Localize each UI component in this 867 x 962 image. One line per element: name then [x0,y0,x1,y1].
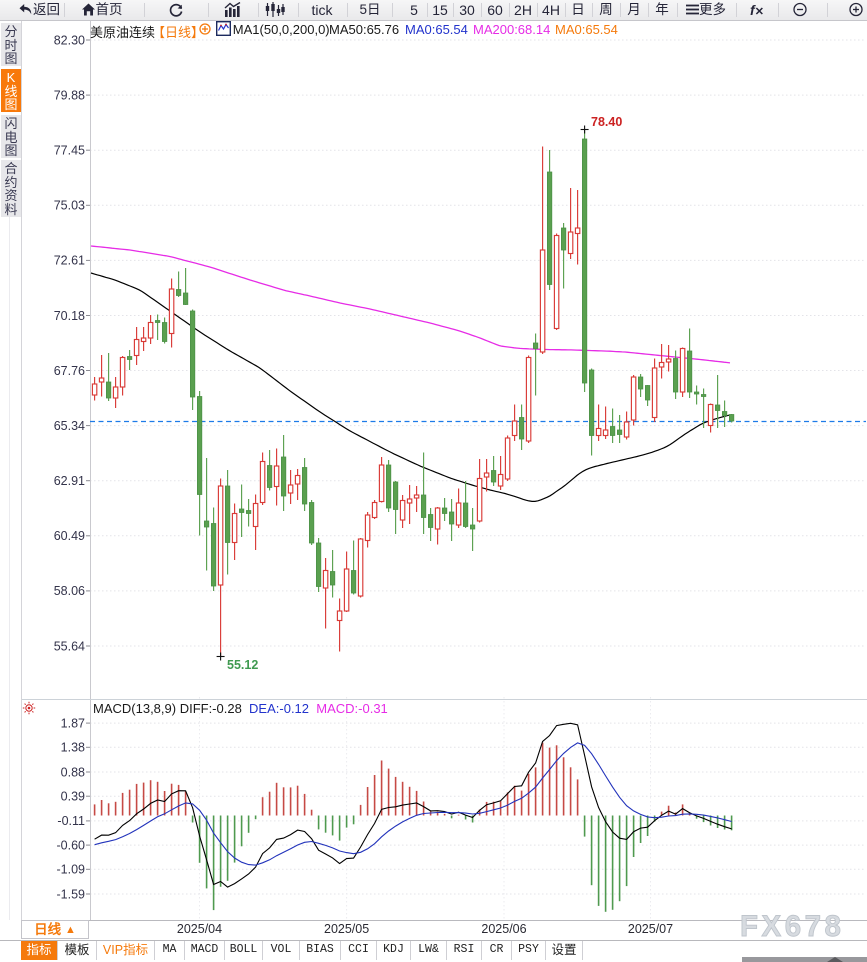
svg-text:2025/04: 2025/04 [177,922,222,936]
svg-text:0.39: 0.39 [61,790,85,804]
svg-text:72.61: 72.61 [54,254,85,268]
svg-text:60.49: 60.49 [54,529,85,543]
svg-text:70.18: 70.18 [54,309,85,323]
svg-text:65.34: 65.34 [54,419,85,433]
svg-text:82.30: 82.30 [54,33,85,47]
svg-text:67.76: 67.76 [54,364,85,378]
svg-text:-0.60: -0.60 [57,838,86,852]
svg-text:-1.59: -1.59 [57,887,86,901]
svg-text:62.91: 62.91 [54,474,85,488]
svg-text:55.12: 55.12 [227,658,258,672]
svg-text:2025/06: 2025/06 [481,922,526,936]
svg-text:-1.09: -1.09 [57,863,86,877]
svg-text:78.40: 78.40 [591,115,622,129]
svg-text:77.45: 77.45 [54,144,85,158]
svg-text:0.88: 0.88 [61,765,85,779]
svg-text:FX678: FX678 [740,910,844,943]
svg-text:79.88: 79.88 [54,88,85,102]
svg-text:75.03: 75.03 [54,199,85,213]
svg-text:1.38: 1.38 [61,741,85,755]
svg-text:58.06: 58.06 [54,584,85,598]
svg-text:2025/05: 2025/05 [324,922,369,936]
svg-text:1.87: 1.87 [61,716,85,730]
svg-text:-0.11: -0.11 [57,814,85,828]
svg-text:55.64: 55.64 [54,639,85,653]
svg-text:2025/07: 2025/07 [628,922,673,936]
